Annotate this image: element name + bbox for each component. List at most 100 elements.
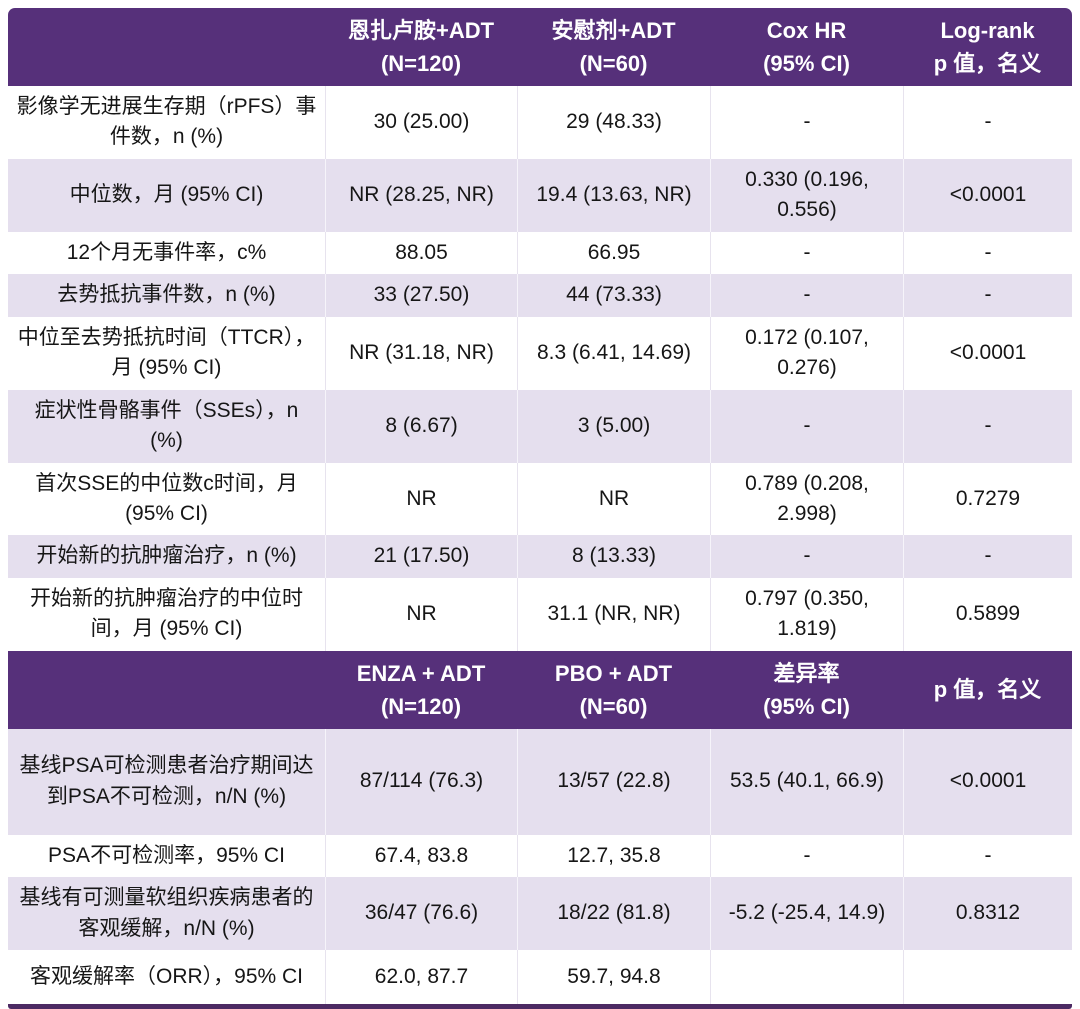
table-row: 开始新的抗肿瘤治疗，n (%) 21 (17.50) 8 (13.33) - - [8,535,1072,578]
column-header: 恩扎卢胺+ADT (N=120) [325,8,517,86]
row-label: 中位数，月 (95% CI) [69,183,264,207]
column-header-line: 恩扎卢胺+ADT [347,18,495,43]
column-header: 差异率 (95% CI) [710,651,903,729]
row-label: 基线PSA可检测患者治疗期间达到PSA不可检测，n/N (%) [19,754,314,808]
column-header-line: PBO + ADT [554,660,673,686]
column-header: Cox HR (95% CI) [710,8,903,86]
table-row: 开始新的抗肿瘤治疗的中位时间，月 (95% CI) NR 31.1 (NR, NR)… [8,577,1072,651]
cell: - [710,274,903,317]
cell: 8 (13.33) [517,535,710,578]
cell: NR (28.25, NR) [325,158,517,232]
cell [710,950,903,1004]
cell: 88.05 [325,231,517,275]
table-row: 12个月无事件率，c% 88.05 66.95- - [8,231,1072,275]
cell: <0.0001 [903,728,1072,835]
cell: 66.95 [517,231,710,275]
row-label: 开始新的抗肿瘤治疗，n (%) [36,544,297,568]
cell: - [710,834,903,878]
cell: 33 (27.50) [325,274,517,317]
cell: - [903,86,1072,159]
cell: 12.7, 35.8 [517,834,710,878]
column-header-line: p 值，名义 [933,677,1042,703]
cell: NR [517,462,710,536]
header-row-psa-orr-outcomes: ENZA + ADT (N=120) PBO + ADT (N=60) 差异率 (95% … [8,650,1072,729]
row-label: 症状性骨骼事件（SSEs），n (%) [34,398,299,453]
cell: - [710,86,903,159]
cell: - [903,231,1072,275]
row-label: 去势抵抗事件数，n (%) [57,283,276,307]
cell: - [903,535,1072,578]
corner-header-cell [8,651,325,729]
table-row: 中位至去势抵抗时间（TTCR），月 (95% CI) NR (31.18, NR)… [8,316,1072,390]
cell: 31.1 (NR, NR) [517,577,710,651]
cell: 36/47 (76.6) [325,877,517,950]
corner-header-cell [8,8,325,86]
row-label: 开始新的抗肿瘤治疗的中位时间，月 (95% CI) [30,586,303,641]
row-label: 基线有可测量软组织疾病患者的客观缓解，n/N (%) [19,886,314,940]
cell: - [903,274,1072,317]
cell: 0.172 (0.107, 0.276) [710,316,903,390]
cell: 44 (73.33) [517,274,710,317]
cell: 0.789 (0.208, 2.998) [710,462,903,536]
cell: 8.3 (6.41, 14.69) [517,316,710,390]
column-header-line: Log-rank [940,18,1035,43]
cell: - [710,231,903,275]
cell: 67.4, 83.8 [325,834,517,878]
results-table: 恩扎卢胺+ADT (N=120) 安慰剂+ADT (N=60) Cox HR (95% C… [8,8,1072,1009]
cell: 0.5899 [903,577,1072,651]
cell: -5.2 (-25.4, 14.9) [710,877,903,950]
column-header-line: (N=60) [579,51,648,76]
row-label: 客观缓解率（ORR），95% CI [29,964,304,988]
row-label: PSA不可检测率，95% CI [48,843,285,867]
column-header-line: (N=120) [380,693,462,719]
cell: 13/57 (22.8) [517,728,710,835]
cell: 18/22 (81.8) [517,877,710,950]
cell: - [710,535,903,578]
column-header: ENZA + ADT (N=120) [325,651,517,729]
cell: <0.0001 [903,316,1072,390]
table-row: 中位数，月 (95% CI) NR (28.25, NR) 19.4 (13.63,… [8,158,1072,232]
column-header: Log-rank p 值，名义 [903,8,1072,86]
cell: 62.0, 87.7 [325,950,517,1004]
cell: 0.330 (0.196, 0.556) [710,158,903,232]
column-header-line: 差异率 [773,660,840,686]
row-label: 影像学无进展生存期（rPFS）事件数，n (%) [16,95,317,149]
column-header-line: 安慰剂+ADT [551,18,676,43]
cell: 0.8312 [903,877,1072,950]
cell: <0.0001 [903,158,1072,232]
cell: 0.7279 [903,462,1072,536]
row-label: 12个月无事件率，c% [66,240,267,264]
cell: 59.7, 94.8 [517,950,710,1004]
column-header: p 值，名义 [903,651,1072,729]
cell: 3 (5.00) [517,389,710,463]
cell: NR [325,462,517,536]
header-row-efficacy-outcomes: 恩扎卢胺+ADT (N=120) 安慰剂+ADT (N=60) Cox HR (95% C… [8,8,1072,86]
table-row: 去势抵抗事件数，n (%) 33 (27.50) 44 (73.33) - - [8,274,1072,317]
cell [903,950,1072,1004]
column-header-line: (95% CI) [763,693,850,719]
table-row: 首次SSE的中位数c时间，月 (95% CI) NR NR 0.789 (0.208,… [8,462,1072,536]
row-label: 首次SSE的中位数c时间，月 (95% CI) [35,471,298,525]
row-label: 中位至去势抵抗时间（TTCR），月 (95% CI) [17,325,316,380]
table-row: 客观缓解率（ORR），95% CI 62.0, 87.7 59.7, 94.8 [8,950,1072,1004]
column-header-line: (N=120) [380,51,462,76]
column-header-line: (N=60) [579,693,648,719]
cell: - [903,389,1072,463]
cell: 19.4 (13.63, NR) [517,158,710,232]
table-row: 基线PSA可检测患者治疗期间达到PSA不可检测，n/N (%) 87/114 (7… [8,728,1072,835]
cell: 53.5 (40.1, 66.9) [710,728,903,835]
table-bottom-border [8,1004,1072,1009]
cell: 21 (17.50) [325,535,517,578]
column-header: PBO + ADT (N=60) [517,651,710,729]
cell: NR (31.18, NR) [325,316,517,390]
column-header-line: ENZA + ADT [356,660,486,686]
table-row: 基线有可测量软组织疾病患者的客观缓解，n/N (%) 36/47 (76.6) 18… [8,877,1072,950]
cell: 0.797 (0.350, 1.819) [710,577,903,651]
cell: NR [325,577,517,651]
cell: - [903,834,1072,878]
cell: 8 (6.67) [325,389,517,463]
column-header-line: Cox HR [766,18,847,43]
table-row: 症状性骨骼事件（SSEs），n (%) 8 (6.67) 3 (5.00) - - [8,389,1072,463]
cell: 30 (25.00) [325,86,517,159]
cell: 87/114 (76.3) [325,728,517,835]
